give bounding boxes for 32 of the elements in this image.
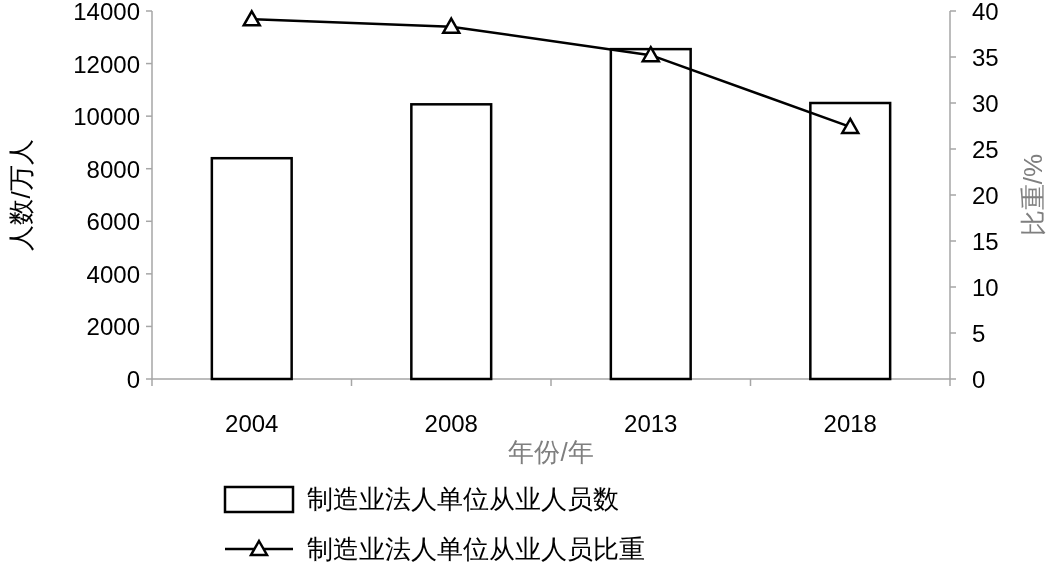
y-axis-title: 人数/万人 — [6, 139, 36, 251]
bar — [410, 103, 493, 381]
point — [242, 10, 261, 27]
y2-tick-label: 25 — [972, 136, 999, 163]
x-axis-title: 年份/年 — [508, 437, 594, 467]
y-tick-label: 8000 — [86, 155, 140, 183]
y-tick-label: 12000 — [73, 50, 140, 78]
x-tick-label: 2018 — [823, 410, 877, 437]
y-tick-label: 2000 — [86, 313, 140, 341]
y-tick-label: 10000 — [73, 103, 140, 131]
y-tick-label: 0 — [126, 366, 140, 393]
x-tick-label: 2008 — [424, 410, 478, 437]
y2-tick-label: 15 — [972, 228, 999, 255]
y-tick-label: 6000 — [86, 208, 140, 236]
point — [442, 17, 461, 34]
bar — [210, 156, 293, 381]
point — [841, 117, 860, 135]
y-tick-label: 14000 — [73, 0, 140, 25]
y2-tick-label: 40 — [972, 0, 999, 25]
x-tick-label: 2004 — [225, 410, 279, 437]
legend-label: 制造业法人单位从业人员数 — [307, 484, 619, 514]
y2-tick-label: 0 — [972, 366, 986, 393]
y2-tick-label: 30 — [972, 90, 999, 117]
y-tick-label: 4000 — [86, 260, 140, 288]
y2-axis-title: 比重/% — [1018, 153, 1048, 237]
x-tick-label: 2013 — [624, 410, 678, 437]
y2-tick-label: 10 — [972, 274, 999, 301]
y2-tick-label: 35 — [972, 44, 999, 71]
y2-tick-label: 5 — [972, 320, 986, 347]
y2-tick-label: 20 — [972, 182, 999, 209]
legend-label: 制造业法人单位从业人员比重 — [307, 534, 645, 564]
point — [641, 45, 660, 63]
